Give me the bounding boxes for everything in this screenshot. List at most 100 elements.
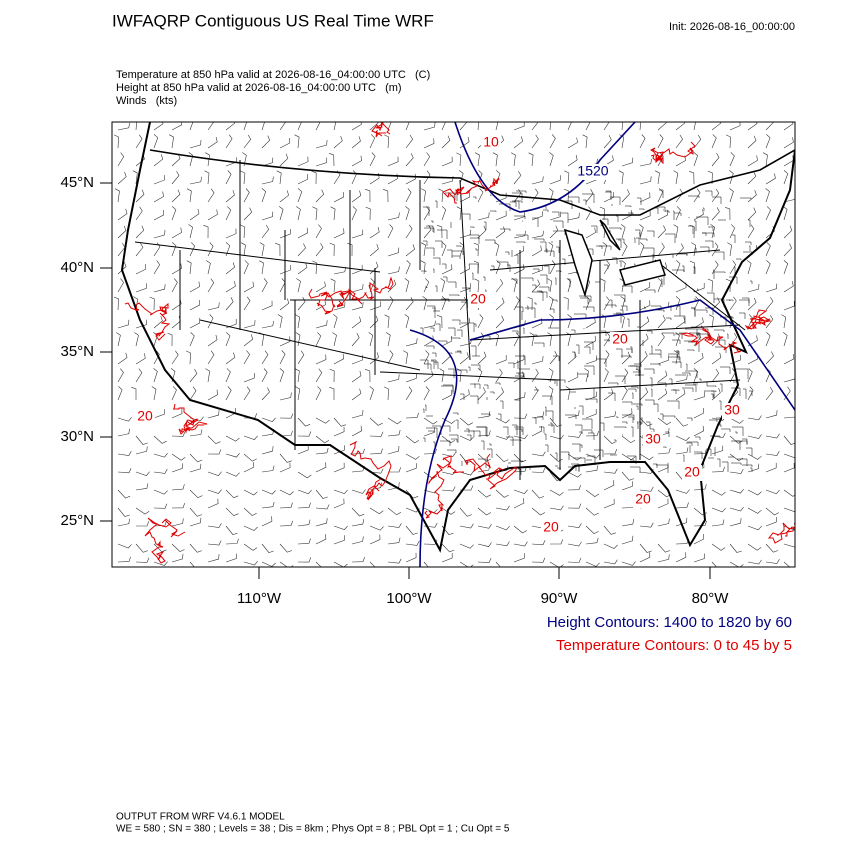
wind-barb xyxy=(135,319,148,329)
wind-barb xyxy=(495,435,510,440)
wind-barb xyxy=(746,260,752,275)
wind-barb xyxy=(639,522,654,528)
wind-barb xyxy=(657,122,667,131)
county-border xyxy=(568,196,580,203)
wind-barb xyxy=(315,386,322,401)
county-border xyxy=(667,400,680,409)
wind-barb xyxy=(296,278,301,293)
wind-barb xyxy=(387,374,400,383)
wind-barb xyxy=(189,242,196,257)
wind-barb xyxy=(783,507,795,512)
wind-barb xyxy=(567,523,582,529)
wind-barb xyxy=(783,374,795,383)
wind-barb xyxy=(297,502,311,509)
wind-barb xyxy=(727,242,732,257)
wind-barb xyxy=(315,417,330,424)
wind-barb xyxy=(297,489,312,495)
county-border xyxy=(565,414,577,419)
wind-barb xyxy=(207,314,214,329)
wind-barb xyxy=(387,445,400,455)
wind-barb xyxy=(420,260,426,275)
wind-barb xyxy=(513,264,525,275)
wind-barb xyxy=(279,520,293,527)
wind-barb xyxy=(189,281,200,293)
wind-barb xyxy=(279,298,290,311)
wind-barb xyxy=(333,301,346,311)
county-border xyxy=(521,277,534,281)
wind-barb xyxy=(765,122,775,131)
wind-barb xyxy=(207,540,222,546)
county-border xyxy=(534,334,538,336)
county-border xyxy=(575,424,583,433)
wind-barb xyxy=(332,332,337,347)
wind-barb xyxy=(619,134,625,149)
wind-barb xyxy=(117,386,123,401)
wind-barb xyxy=(765,507,779,516)
wind-barb xyxy=(657,278,663,293)
wind-barb xyxy=(423,152,431,167)
county-border xyxy=(491,265,495,270)
wind-barb xyxy=(261,224,270,239)
wind-barb xyxy=(639,176,652,185)
county-border xyxy=(653,463,658,468)
county-border xyxy=(610,196,621,205)
county-border xyxy=(715,346,727,353)
wind-barb xyxy=(423,138,435,149)
wind-barb xyxy=(315,189,325,203)
wind-barb xyxy=(135,122,137,131)
county-border xyxy=(699,378,702,381)
county-border xyxy=(471,345,477,356)
wind-barb xyxy=(171,431,186,437)
county-border xyxy=(435,285,438,292)
county-border xyxy=(579,405,584,415)
wind-barb xyxy=(225,134,233,149)
state-border xyxy=(469,324,741,341)
county-border xyxy=(746,447,753,456)
county-border xyxy=(643,247,655,258)
county-border xyxy=(540,241,547,252)
wind-barb xyxy=(657,388,668,401)
wind-barb xyxy=(207,334,218,347)
wind-barb xyxy=(171,553,184,563)
wind-barb xyxy=(351,388,362,401)
wind-barb xyxy=(117,208,128,221)
county-border xyxy=(477,426,487,436)
wind-barb xyxy=(117,543,132,549)
wind-barb xyxy=(171,350,179,365)
county-border xyxy=(682,265,685,272)
county-border xyxy=(470,226,475,228)
county-border xyxy=(742,464,753,467)
wind-barb xyxy=(711,433,726,438)
wind-barb xyxy=(621,435,636,444)
county-border xyxy=(442,263,447,269)
county-border xyxy=(432,307,436,318)
wind-barb xyxy=(459,296,468,311)
county-border xyxy=(704,390,715,397)
wind-barb xyxy=(297,557,312,563)
county-border xyxy=(545,444,549,452)
wind-barb xyxy=(459,453,472,463)
wind-barb xyxy=(207,209,218,221)
county-border xyxy=(634,363,642,367)
county-border xyxy=(515,355,526,365)
county-border xyxy=(534,238,545,241)
wind-barb xyxy=(639,333,649,347)
wind-barb xyxy=(549,134,556,149)
county-border xyxy=(735,431,738,434)
county-border xyxy=(616,348,623,358)
county-border xyxy=(457,369,468,373)
county-border xyxy=(448,195,456,200)
wind-barb xyxy=(405,173,417,185)
county-border xyxy=(420,359,429,369)
wind-barb xyxy=(549,225,559,239)
county-border xyxy=(637,421,642,425)
county-border xyxy=(514,426,524,435)
wind-barb xyxy=(117,171,127,185)
wind-barb xyxy=(369,534,381,545)
wind-barb xyxy=(762,152,768,167)
wind-barb xyxy=(441,242,447,257)
wind-barb xyxy=(369,122,379,131)
contour-label-box xyxy=(575,164,611,180)
county-border xyxy=(634,263,636,265)
